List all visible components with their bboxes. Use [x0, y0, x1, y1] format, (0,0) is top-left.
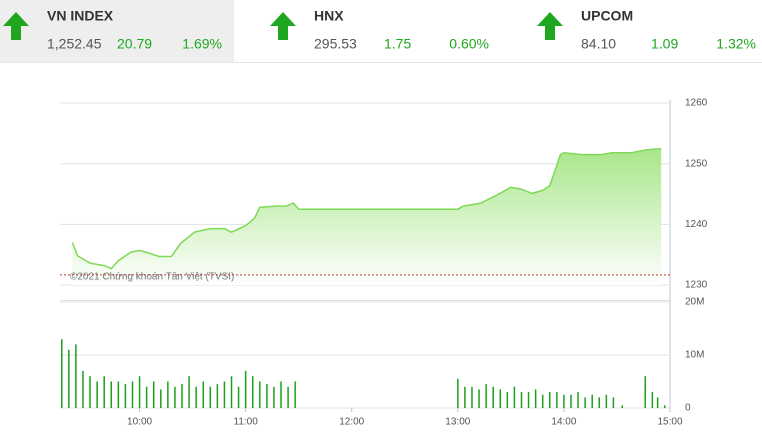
volume-bar: [644, 376, 646, 408]
index-change: 1.09: [651, 36, 678, 52]
volume-bar: [230, 376, 233, 408]
volume-bar: [117, 381, 120, 408]
volume-bar: [656, 397, 659, 408]
volume-bar: [237, 386, 240, 408]
volume-bar: [216, 384, 219, 408]
volume-bar: [294, 381, 296, 408]
y-tick-label: 10M: [685, 350, 704, 361]
volume-bar: [621, 405, 624, 408]
index-percent: 0.60%: [449, 36, 489, 52]
volume-bar: [174, 386, 176, 408]
volume-bar: [138, 376, 141, 408]
volume-bar: [273, 386, 275, 408]
volume-bar: [478, 389, 480, 408]
volume-bar: [612, 397, 615, 408]
y-tick-label: 0: [685, 403, 691, 414]
volume-bar: [181, 384, 183, 408]
y-tick-label: 1260: [685, 98, 708, 109]
volume-bar: [167, 381, 169, 408]
index-value: 84.10: [581, 36, 616, 52]
volume-bar: [287, 386, 289, 408]
y-tick-label: 1230: [685, 280, 708, 291]
volume-bar: [251, 376, 254, 408]
y-tick-label: 20M: [685, 297, 704, 308]
x-tick-label: 10:00: [127, 417, 152, 428]
volume-bar: [513, 386, 516, 408]
volume-bar: [280, 381, 282, 408]
index-percent: 1.32%: [716, 36, 756, 52]
volume-bar: [152, 381, 155, 408]
up-arrow: [3, 12, 29, 40]
index-name: UPCOM: [581, 8, 633, 24]
index-change: 20.79: [117, 36, 152, 52]
volume-bar: [556, 392, 558, 408]
volume-bar: [145, 386, 148, 408]
index-change: 1.75: [384, 36, 411, 52]
volume-bar: [96, 381, 98, 408]
volume-bar: [591, 394, 593, 408]
volume-bar: [266, 384, 268, 408]
volume-bar: [549, 392, 551, 408]
index-name: HNX: [314, 8, 344, 24]
volume-bar: [223, 381, 226, 408]
volume-bar: [209, 386, 212, 408]
volume-bar: [577, 392, 579, 408]
index-percent: 1.69%: [182, 36, 222, 52]
volume-bar: [61, 339, 63, 408]
watermark: ©2021 Chứng khoán Tân Việt (TVSI): [70, 272, 234, 283]
volume-bar: [464, 386, 466, 408]
volume-bar: [534, 389, 537, 408]
volume-bar: [541, 394, 544, 408]
volume-bar: [492, 386, 494, 408]
volume-bar: [570, 394, 572, 408]
volume-bar: [82, 370, 84, 408]
active-tile-bg: [0, 0, 234, 62]
volume-bar: [520, 392, 523, 408]
x-tick-label: 13:00: [445, 417, 470, 428]
index-name: VN INDEX: [47, 8, 114, 24]
volume-bar: [160, 389, 162, 408]
volume-bar: [499, 389, 502, 408]
volume-bar: [663, 405, 666, 408]
volume-bar: [527, 392, 530, 408]
volume-bar: [195, 386, 197, 408]
price-area: [72, 148, 662, 285]
x-tick-label: 12:00: [339, 417, 364, 428]
index-value: 295.53: [314, 36, 357, 52]
volume-bar: [244, 370, 247, 408]
volume-bar: [485, 384, 487, 408]
volume-bar: [651, 392, 654, 408]
volume-bar: [124, 384, 127, 408]
x-tick-label: 11:00: [234, 417, 259, 428]
y-tick-label: 1250: [685, 158, 708, 169]
volume-bar: [131, 381, 134, 408]
index-value: 1,252.45: [47, 36, 102, 52]
volume-bar: [202, 381, 204, 408]
up-arrow: [270, 12, 296, 40]
price-line: [71, 148, 662, 270]
volume-bar: [89, 376, 91, 408]
volume-bar: [457, 378, 459, 408]
up-arrow: [537, 12, 563, 40]
volume-bar: [598, 397, 601, 408]
volume-bar: [188, 376, 190, 408]
volume-bar: [506, 392, 509, 408]
x-tick-label: 14:00: [551, 417, 576, 428]
x-tick-label: 15:00: [657, 417, 682, 428]
volume-bar: [471, 386, 473, 408]
volume-bar: [259, 381, 261, 408]
volume-bar: [75, 344, 77, 408]
volume-bar: [605, 394, 608, 408]
volume-bar: [68, 349, 70, 408]
volume-bar: [103, 376, 105, 408]
volume-bar: [110, 381, 113, 408]
volume-bar: [563, 394, 565, 408]
volume-bar: [584, 397, 586, 408]
y-tick-label: 1240: [685, 219, 708, 230]
